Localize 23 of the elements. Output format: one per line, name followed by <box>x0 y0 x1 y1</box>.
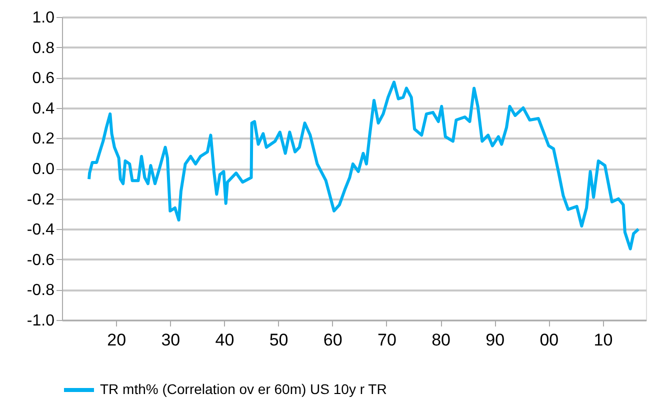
y-tick-label: -0.4 <box>26 222 55 239</box>
legend-label: TR mth% (Correlation ov er 60m) US 10y r TR <box>100 381 387 397</box>
x-tick-label: 90 <box>486 330 505 350</box>
x-tick-label: 20 <box>107 330 126 350</box>
line-series <box>88 80 640 250</box>
y-tick-label: 0.0 <box>32 161 55 178</box>
y-tick-label: -1.0 <box>26 312 55 330</box>
x-tick-label: 70 <box>377 330 396 350</box>
x-tick-label: 10 <box>594 330 613 350</box>
y-tick-label: -0.8 <box>26 282 55 300</box>
y-tick-label: -0.6 <box>26 252 55 269</box>
x-tick-label: 50 <box>269 330 288 350</box>
y-tick-label: 1.0 <box>32 10 55 26</box>
x-tick-label: 00 <box>540 330 559 350</box>
x-tick-label: 30 <box>161 330 180 350</box>
y-tick-label: 0.4 <box>32 100 55 118</box>
x-tick-label: 40 <box>215 330 234 350</box>
x-tick-label: 60 <box>323 330 342 350</box>
x-tick-label: 80 <box>432 330 450 350</box>
y-tick-label: 0.6 <box>32 70 55 88</box>
y-tick-label: 0.2 <box>32 130 55 148</box>
y-tick-label: -0.2 <box>26 191 55 208</box>
y-tick-label: 0.8 <box>32 40 55 57</box>
